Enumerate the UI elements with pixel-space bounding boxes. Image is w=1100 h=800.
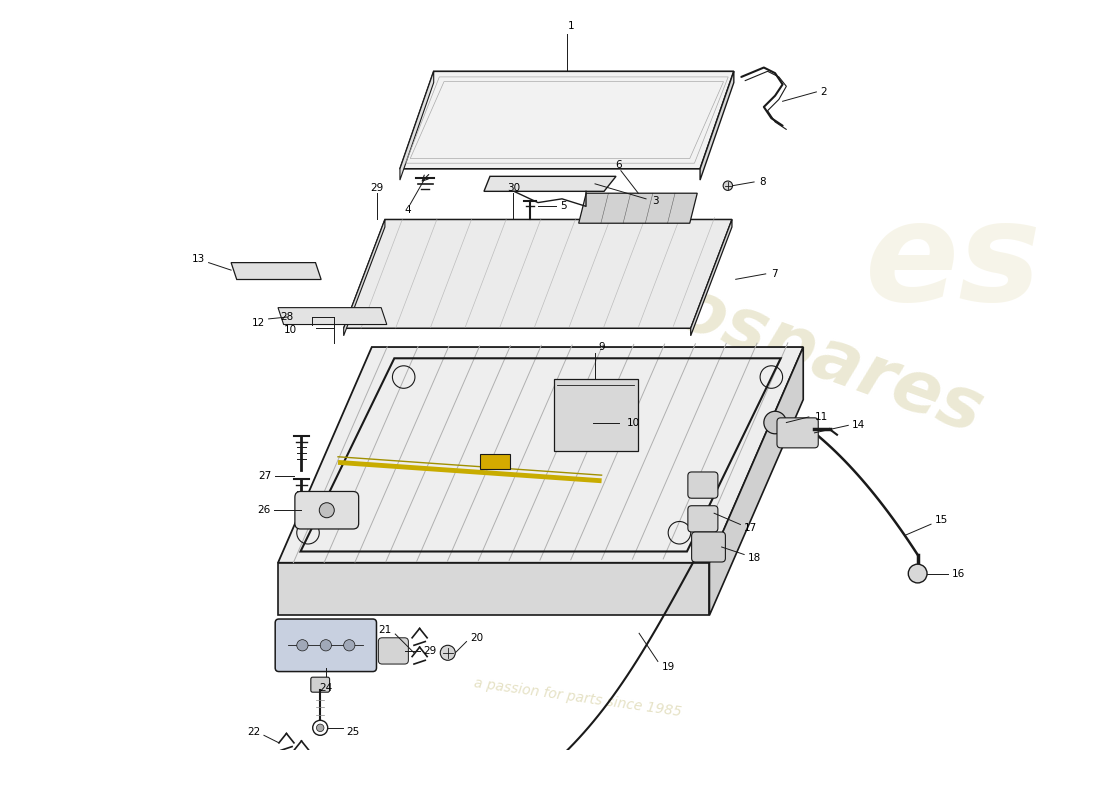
Text: a passion for parts since 1985: a passion for parts since 1985 <box>473 676 683 719</box>
Circle shape <box>320 640 331 651</box>
Polygon shape <box>691 219 732 336</box>
Text: 1: 1 <box>568 22 574 31</box>
Text: 15: 15 <box>935 515 948 526</box>
Polygon shape <box>710 347 803 615</box>
Polygon shape <box>278 308 387 325</box>
Polygon shape <box>484 176 616 191</box>
Polygon shape <box>579 194 697 223</box>
Text: 6: 6 <box>616 160 623 170</box>
Circle shape <box>290 777 298 784</box>
Text: 16: 16 <box>952 569 965 578</box>
Circle shape <box>297 640 308 651</box>
FancyBboxPatch shape <box>688 472 718 498</box>
Text: 8: 8 <box>760 177 767 187</box>
FancyBboxPatch shape <box>688 506 718 532</box>
Polygon shape <box>278 347 803 562</box>
Text: 18: 18 <box>748 554 761 563</box>
Text: 29: 29 <box>424 646 437 656</box>
Circle shape <box>319 502 334 518</box>
Text: 24: 24 <box>319 683 332 694</box>
Text: 19: 19 <box>661 662 675 672</box>
Polygon shape <box>700 71 734 180</box>
Text: 3: 3 <box>652 196 659 206</box>
Circle shape <box>317 724 324 731</box>
Text: 10: 10 <box>284 325 297 335</box>
FancyBboxPatch shape <box>692 532 725 562</box>
Circle shape <box>763 411 786 434</box>
Text: 30: 30 <box>507 182 520 193</box>
Polygon shape <box>400 71 433 180</box>
Text: es: es <box>865 195 1042 330</box>
Text: 25: 25 <box>346 726 360 737</box>
Circle shape <box>440 646 455 660</box>
FancyBboxPatch shape <box>378 638 408 664</box>
Circle shape <box>286 772 302 789</box>
Text: 26: 26 <box>257 506 271 515</box>
Text: 27: 27 <box>258 471 272 482</box>
Text: 10: 10 <box>627 418 640 427</box>
Text: 22: 22 <box>246 726 261 737</box>
Text: 5: 5 <box>560 202 566 211</box>
Polygon shape <box>231 262 321 279</box>
Circle shape <box>909 564 927 583</box>
Polygon shape <box>480 454 510 470</box>
Circle shape <box>547 755 562 770</box>
Text: 4: 4 <box>405 205 411 215</box>
Text: 12: 12 <box>252 318 265 328</box>
FancyBboxPatch shape <box>777 418 818 448</box>
Text: 9: 9 <box>598 342 605 353</box>
Text: 29: 29 <box>370 182 383 193</box>
Polygon shape <box>400 71 734 169</box>
Text: 20: 20 <box>471 633 483 642</box>
Circle shape <box>312 720 328 735</box>
Text: 14: 14 <box>852 420 866 430</box>
Text: 21: 21 <box>378 626 392 635</box>
Circle shape <box>723 181 733 190</box>
Polygon shape <box>343 219 732 328</box>
Text: 11: 11 <box>814 412 827 422</box>
Text: 17: 17 <box>745 523 758 534</box>
FancyBboxPatch shape <box>275 619 376 671</box>
Polygon shape <box>343 219 385 336</box>
Polygon shape <box>278 562 710 615</box>
Circle shape <box>343 640 355 651</box>
FancyBboxPatch shape <box>295 491 359 529</box>
Text: eurospares: eurospares <box>539 227 992 448</box>
Text: 28: 28 <box>279 312 293 322</box>
Text: 13: 13 <box>191 254 205 264</box>
Polygon shape <box>553 379 638 450</box>
Text: 7: 7 <box>771 269 778 279</box>
FancyBboxPatch shape <box>311 677 330 692</box>
Text: 2: 2 <box>821 87 827 97</box>
